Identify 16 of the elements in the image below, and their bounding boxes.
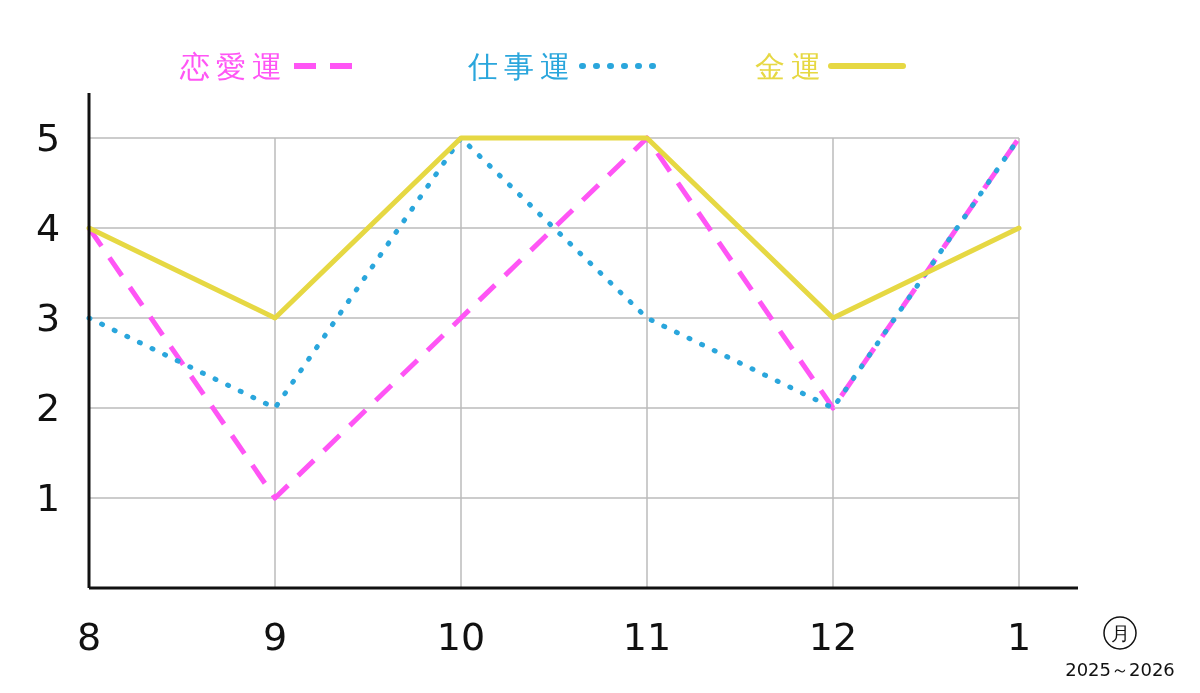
x-axis-title: 月 xyxy=(1110,621,1130,644)
y-tick-label: 5 xyxy=(35,116,61,161)
legend-label: 恋愛運 xyxy=(179,48,288,84)
legend-label: 仕事運 xyxy=(467,48,576,84)
y-tick-label: 2 xyxy=(35,386,61,431)
legend-label: 金運 xyxy=(755,48,827,84)
x-tick-label: 8 xyxy=(76,615,102,660)
x-tick-label: 9 xyxy=(262,615,288,660)
y-tick-label: 1 xyxy=(35,476,61,521)
x-tick-label: 12 xyxy=(808,615,858,660)
x-tick-label: 11 xyxy=(622,615,672,660)
x-tick-label: 10 xyxy=(436,615,486,660)
y-tick-label: 4 xyxy=(35,206,61,251)
x-tick-label: 1 xyxy=(1006,615,1032,660)
y-tick-label: 3 xyxy=(35,296,61,341)
text: 2025～2026 xyxy=(1065,659,1175,681)
